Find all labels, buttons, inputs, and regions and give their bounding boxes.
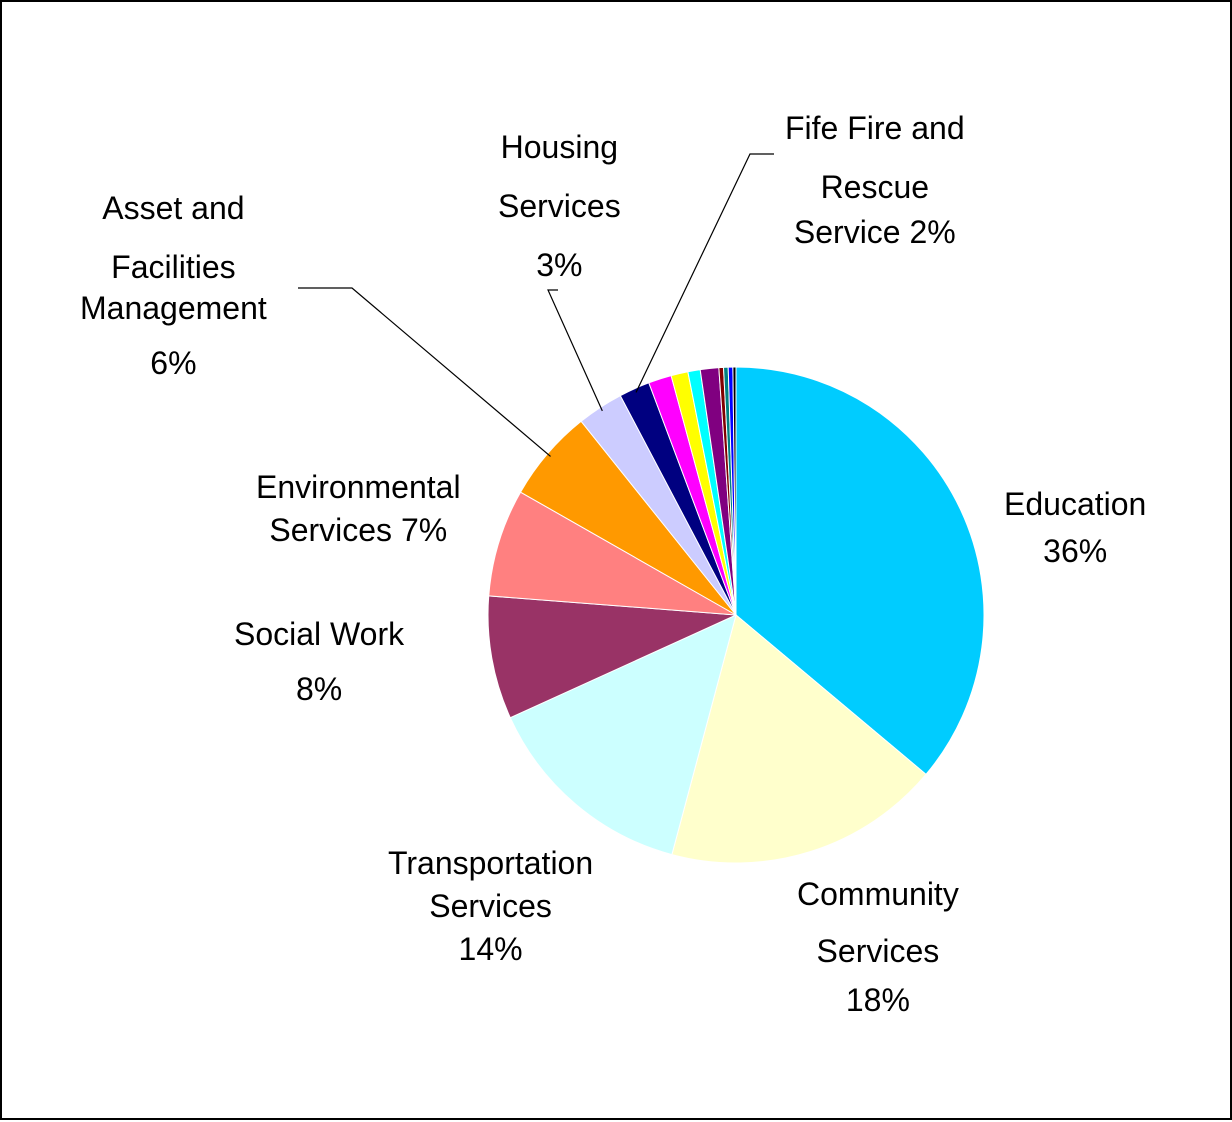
leader-line-6 <box>547 289 603 412</box>
slice-label-social-work: Social Work 8% <box>234 616 405 707</box>
pie-slice-community-services <box>671 614 927 864</box>
slice-label-education: Education 36% <box>1004 486 1147 569</box>
pie-slice-social-work <box>487 595 737 719</box>
slice-label-housing-services: Housing Services 3% <box>498 129 621 283</box>
slice-label-asset-facilities: Asset and Facilities Management 6% <box>80 190 267 381</box>
slice-label-transportation-services: Transportation Services 14% <box>388 845 594 967</box>
pie-slice-education <box>735 366 985 776</box>
slice-label-environmental-services: Environmental Services 7% <box>256 469 461 548</box>
slice-label-community-services: Community Services 18% <box>797 876 959 1018</box>
pie-slice-minor-15 <box>732 366 737 616</box>
leader-line-5 <box>298 287 551 457</box>
slice-label-fife-fire-rescue: Fife Fire and Rescue Service 2% <box>785 110 965 250</box>
leader-line-7 <box>635 153 774 393</box>
pie-slice-transportation-services <box>509 614 737 856</box>
pie-slice-environmental-services <box>488 491 737 616</box>
